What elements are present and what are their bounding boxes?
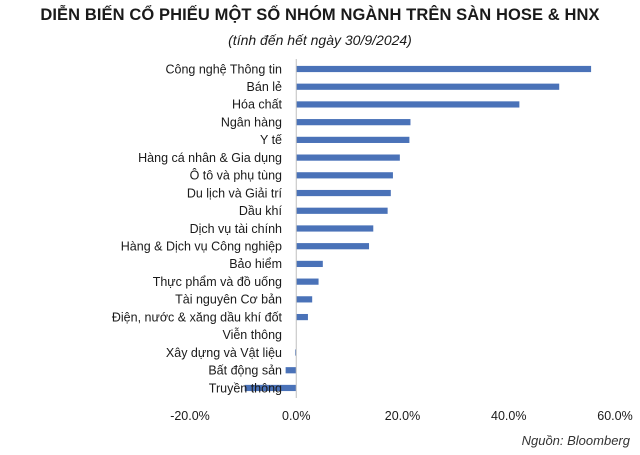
bar xyxy=(296,83,560,90)
category-label: Dịch vụ tài chính xyxy=(190,222,282,236)
source-note: Nguồn: Bloomberg xyxy=(521,433,630,448)
category-label: Ngân hàng xyxy=(221,115,282,129)
bar xyxy=(295,349,297,356)
chart-subtitle: (tính đến hết ngày 30/9/2024) xyxy=(228,32,412,48)
x-tick-labels: -20.0% 0.0% 20.0% 40.0% 60.0% xyxy=(170,409,633,423)
category-label: Ô tô và phụ tùng xyxy=(190,168,282,183)
x-tick-label: 20.0% xyxy=(385,409,420,423)
bar xyxy=(296,172,393,179)
category-label: Công nghệ Thông tin xyxy=(165,62,282,76)
category-label: Thực phẩm và đồ uống xyxy=(153,275,282,289)
chart-title: DIỄN BIẾN CỔ PHIẾU MỘT SỐ NHÓM NGÀNH TRÊ… xyxy=(40,6,600,24)
category-labels: Công nghệ Thông tin Bán lẻ Hóa chất Ngân hà… xyxy=(112,62,283,395)
category-label: Truyền thông xyxy=(209,381,282,395)
x-tick-label: 40.0% xyxy=(491,409,526,423)
category-label: Hóa chất xyxy=(232,98,283,112)
category-label: Y tế xyxy=(260,133,282,147)
bar xyxy=(296,243,370,250)
x-tick-label: 0.0% xyxy=(282,409,311,423)
category-label: Hàng cá nhân & Gia dụng xyxy=(138,151,282,165)
bar xyxy=(296,65,592,73)
category-label: Dầu khí xyxy=(239,204,283,218)
bar xyxy=(296,207,388,214)
bars-group xyxy=(244,65,592,392)
category-label: Điện, nước & xăng dầu khí đốt xyxy=(112,310,283,324)
category-label: Bất động sản xyxy=(208,364,282,378)
bar xyxy=(296,119,411,126)
bar xyxy=(296,278,319,285)
x-tick-label: 60.0% xyxy=(597,409,632,423)
bar xyxy=(296,313,308,321)
x-tick-label: -20.0% xyxy=(170,409,210,423)
bar xyxy=(296,136,410,143)
bar xyxy=(296,189,391,197)
bar xyxy=(296,154,400,161)
category-label: Viễn thông xyxy=(222,327,282,342)
category-label: Bán lẻ xyxy=(247,80,282,94)
bar xyxy=(296,296,313,303)
bar xyxy=(296,101,520,108)
bar xyxy=(244,384,297,392)
category-label: Hàng & Dịch vụ Công nghiệp xyxy=(121,240,282,254)
category-label: Bảo hiểm xyxy=(229,257,282,271)
category-label: Xây dựng và Vật liệu xyxy=(166,346,282,360)
category-label: Du lịch và Giải trí xyxy=(187,186,283,200)
bar xyxy=(285,367,297,374)
bar xyxy=(296,260,323,268)
category-label: Tài nguyên Cơ bản xyxy=(175,293,282,307)
bar xyxy=(296,225,374,232)
